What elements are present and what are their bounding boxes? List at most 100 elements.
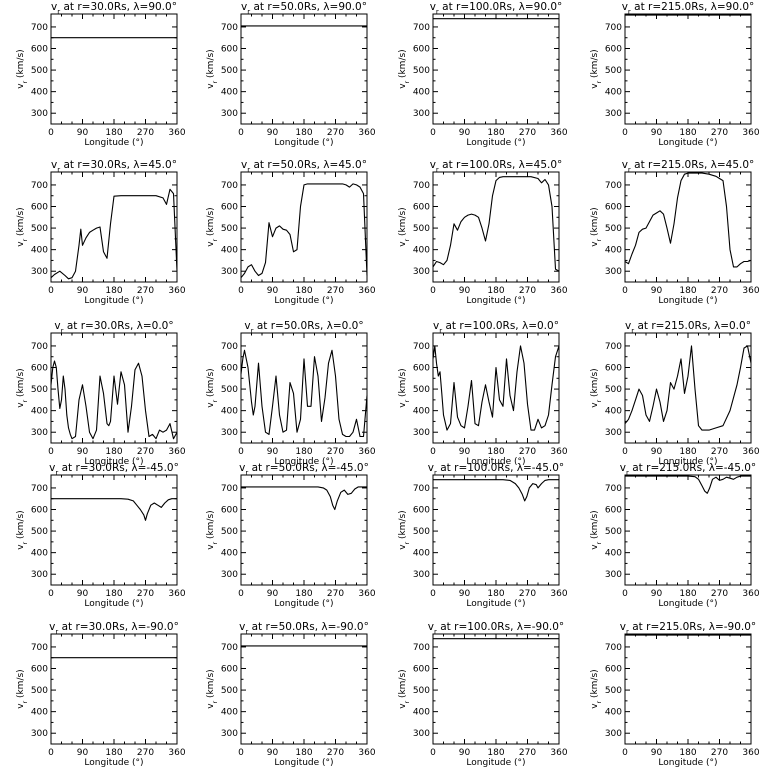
panel-12: vr at r=215.0Rs, λ=0.0° 0 90 180 270 360 300 40… [590, 320, 760, 467]
x-tick-label: 360 [358, 286, 375, 296]
x-tick-label: 180 [105, 589, 122, 599]
y-tick-label: 700 [221, 23, 238, 33]
x-tick-label: 360 [550, 286, 567, 296]
panel-title: vr at r=100.0Rs, λ=0.0° [433, 320, 559, 335]
y-tick-label: 300 [31, 428, 48, 438]
y-tick-label: 700 [221, 342, 238, 352]
y-tick-label: 400 [221, 407, 238, 417]
x-tick-label: 360 [358, 589, 375, 599]
x-tick-label: 90 [267, 286, 279, 296]
plot-frame [50, 13, 178, 125]
plot-frame [432, 13, 560, 125]
x-axis-label: Longitude (°) [84, 457, 143, 467]
y-tick-label: 300 [31, 729, 48, 739]
x-axis-label: Longitude (°) [84, 138, 143, 148]
x-tick-label: 90 [77, 447, 89, 457]
x-tick-label: 0 [430, 589, 436, 599]
x-tick-label: 270 [327, 128, 344, 138]
x-axis-label: Longitude (°) [84, 599, 143, 609]
y-tick-label: 400 [221, 246, 238, 256]
x-axis-label: Longitude (°) [274, 599, 333, 609]
x-tick-label: 180 [105, 748, 122, 758]
panel-5: vr at r=30.0Rs, λ=45.0° 0 90 180 270 360 300 40… [16, 159, 186, 306]
series-line [624, 172, 752, 268]
x-tick-label: 360 [550, 128, 567, 138]
y-tick-label: 500 [31, 224, 48, 234]
panel-3: vr at r=100.0Rs, λ=90.0° 0 90 180 270 360 300 4… [398, 1, 568, 148]
x-tick-label: 270 [519, 286, 536, 296]
y-tick-label: 500 [221, 224, 238, 234]
x-tick-label: 90 [77, 128, 89, 138]
y-tick-label: 300 [31, 570, 48, 580]
plot-frame [50, 171, 178, 283]
x-axis-label: Longitude (°) [466, 758, 525, 768]
x-tick-label: 0 [622, 128, 628, 138]
panel-title: vr at r=50.0Rs, λ=0.0° [244, 320, 363, 335]
x-tick-label: 360 [742, 447, 759, 457]
x-tick-label: 90 [267, 447, 279, 457]
panel-15: vr at r=100.0Rs, λ=-45.0° 0 90 180 270 360 300… [398, 462, 568, 609]
y-tick-label: 600 [31, 45, 48, 55]
series-line [432, 176, 560, 272]
y-tick-label: 500 [605, 686, 622, 696]
x-axis-label: Longitude (°) [274, 758, 333, 768]
y-tick-label: 600 [31, 364, 48, 374]
y-axis-label: vr (km/s) [590, 368, 603, 407]
y-tick-label: 300 [413, 729, 430, 739]
x-tick-label: 360 [358, 748, 375, 758]
x-tick-label: 360 [550, 748, 567, 758]
y-tick-label: 400 [31, 407, 48, 417]
y-axis-label: vr (km/s) [590, 669, 603, 708]
y-tick-label: 700 [31, 181, 48, 191]
y-tick-label: 400 [31, 246, 48, 256]
x-tick-label: 0 [48, 589, 54, 599]
x-tick-label: 0 [430, 128, 436, 138]
y-axis-label: vr (km/s) [206, 207, 219, 246]
y-tick-label: 400 [413, 708, 430, 718]
y-tick-label: 700 [413, 484, 430, 494]
y-tick-label: 600 [413, 506, 430, 516]
plot-frame [624, 474, 752, 586]
panel-title: vr at r=100.0Rs, λ=90.0° [430, 1, 563, 16]
x-tick-label: 270 [711, 748, 728, 758]
x-tick-label: 180 [487, 286, 504, 296]
x-tick-label: 360 [550, 589, 567, 599]
x-tick-label: 180 [295, 748, 312, 758]
y-tick-label: 600 [221, 45, 238, 55]
x-tick-label: 360 [168, 589, 185, 599]
x-tick-label: 90 [651, 748, 663, 758]
y-tick-label: 600 [221, 364, 238, 374]
x-tick-label: 270 [711, 447, 728, 457]
y-tick-label: 500 [413, 686, 430, 696]
panel-title: vr at r=215.0Rs, λ=90.0° [622, 1, 755, 16]
x-tick-label: 270 [137, 128, 154, 138]
y-tick-label: 700 [31, 23, 48, 33]
x-tick-label: 0 [48, 748, 54, 758]
x-tick-label: 0 [622, 447, 628, 457]
y-tick-label: 400 [605, 407, 622, 417]
plot-frame [50, 474, 178, 586]
panel-title: vr at r=215.0Rs, λ=0.0° [625, 320, 751, 335]
panel-title: vr at r=215.0Rs, λ=45.0° [622, 159, 755, 174]
y-axis-label: vr (km/s) [206, 49, 219, 88]
x-tick-label: 90 [459, 748, 471, 758]
y-tick-label: 300 [605, 570, 622, 580]
plot-frame [432, 633, 560, 745]
x-tick-label: 180 [679, 748, 696, 758]
y-axis-label: vr (km/s) [398, 49, 411, 88]
x-tick-label: 90 [459, 128, 471, 138]
y-tick-label: 300 [221, 729, 238, 739]
x-axis-label: Longitude (°) [274, 138, 333, 148]
x-axis-label: Longitude (°) [84, 296, 143, 306]
x-tick-label: 90 [77, 589, 89, 599]
y-tick-label: 500 [31, 686, 48, 696]
x-tick-label: 270 [711, 589, 728, 599]
x-axis-label: Longitude (°) [274, 296, 333, 306]
x-tick-label: 360 [742, 128, 759, 138]
x-tick-label: 90 [459, 589, 471, 599]
plot-frame [240, 332, 368, 444]
plot-frame [624, 332, 752, 444]
y-tick-label: 500 [31, 527, 48, 537]
y-tick-label: 600 [413, 45, 430, 55]
